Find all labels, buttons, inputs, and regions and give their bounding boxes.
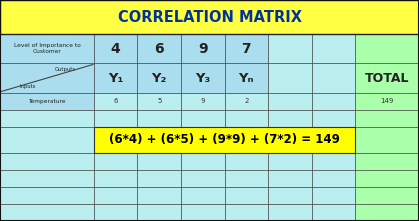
Bar bbox=[225, 93, 268, 110]
Text: 7: 7 bbox=[242, 42, 251, 56]
Bar bbox=[268, 187, 312, 204]
Bar bbox=[268, 63, 312, 93]
Text: 6: 6 bbox=[114, 98, 118, 104]
Bar bbox=[268, 204, 312, 221]
Bar bbox=[137, 204, 181, 221]
Bar bbox=[137, 63, 181, 93]
Bar bbox=[137, 93, 181, 110]
Bar bbox=[355, 127, 419, 153]
Bar bbox=[137, 153, 181, 170]
Bar bbox=[225, 63, 268, 93]
Bar bbox=[312, 93, 355, 110]
Bar bbox=[181, 63, 225, 93]
Bar bbox=[137, 110, 181, 127]
Bar bbox=[225, 204, 268, 221]
Text: Yₙ: Yₙ bbox=[239, 72, 254, 85]
Bar bbox=[268, 93, 312, 110]
Text: Y₂: Y₂ bbox=[152, 72, 167, 85]
Text: 9: 9 bbox=[198, 42, 208, 56]
Text: CORRELATION MATRIX: CORRELATION MATRIX bbox=[117, 10, 302, 25]
Bar bbox=[0, 153, 94, 170]
Bar bbox=[181, 204, 225, 221]
Bar bbox=[0, 170, 94, 187]
Text: 5: 5 bbox=[157, 98, 161, 104]
Text: Level of Importance to
Customer: Level of Importance to Customer bbox=[13, 43, 80, 54]
Bar bbox=[312, 34, 355, 63]
Bar bbox=[181, 170, 225, 187]
Bar bbox=[355, 110, 419, 127]
Bar bbox=[225, 170, 268, 187]
Text: 4: 4 bbox=[111, 42, 121, 56]
Bar bbox=[137, 170, 181, 187]
Bar bbox=[181, 187, 225, 204]
Bar bbox=[94, 110, 137, 127]
Bar bbox=[312, 170, 355, 187]
Bar bbox=[94, 127, 355, 153]
Bar bbox=[0, 93, 94, 110]
Bar bbox=[94, 170, 137, 187]
Text: 6: 6 bbox=[155, 42, 164, 56]
Bar bbox=[355, 153, 419, 170]
Bar bbox=[268, 34, 312, 63]
Bar bbox=[355, 63, 419, 93]
Bar bbox=[355, 170, 419, 187]
Bar bbox=[94, 63, 137, 93]
Bar bbox=[94, 187, 137, 204]
Bar bbox=[355, 34, 419, 63]
Bar bbox=[0, 204, 94, 221]
Bar bbox=[225, 34, 268, 63]
Bar bbox=[94, 34, 137, 63]
Bar bbox=[355, 93, 419, 110]
Bar bbox=[0, 110, 94, 127]
Bar bbox=[268, 110, 312, 127]
Text: Inputs: Inputs bbox=[20, 84, 36, 89]
Bar bbox=[225, 187, 268, 204]
Text: 9: 9 bbox=[201, 98, 205, 104]
Text: 149: 149 bbox=[380, 98, 394, 104]
Bar bbox=[181, 34, 225, 63]
Text: TOTAL: TOTAL bbox=[365, 72, 409, 85]
Text: (6*4) + (6*5) + (9*9) + (7*2) = 149: (6*4) + (6*5) + (9*9) + (7*2) = 149 bbox=[109, 133, 340, 146]
Text: Temperature: Temperature bbox=[28, 99, 66, 104]
Bar bbox=[137, 34, 181, 63]
Bar bbox=[225, 110, 268, 127]
Bar bbox=[137, 187, 181, 204]
Bar bbox=[181, 93, 225, 110]
Bar bbox=[0, 34, 94, 63]
Bar bbox=[312, 187, 355, 204]
Bar bbox=[225, 153, 268, 170]
Bar bbox=[355, 187, 419, 204]
Bar bbox=[312, 63, 355, 93]
Bar bbox=[94, 93, 137, 110]
Bar bbox=[0, 187, 94, 204]
Text: 2: 2 bbox=[244, 98, 248, 104]
Text: Y₁: Y₁ bbox=[108, 72, 123, 85]
Bar bbox=[312, 153, 355, 170]
Bar bbox=[94, 153, 137, 170]
Bar bbox=[312, 110, 355, 127]
Bar bbox=[268, 170, 312, 187]
Bar bbox=[94, 204, 137, 221]
Text: Outputs: Outputs bbox=[55, 67, 76, 72]
Bar bbox=[181, 110, 225, 127]
Bar bbox=[181, 153, 225, 170]
Bar bbox=[0, 127, 94, 153]
Text: Y₃: Y₃ bbox=[195, 72, 210, 85]
Bar bbox=[268, 153, 312, 170]
Bar bbox=[0, 63, 94, 93]
Bar bbox=[0, 0, 419, 34]
Bar bbox=[312, 204, 355, 221]
Bar bbox=[355, 204, 419, 221]
